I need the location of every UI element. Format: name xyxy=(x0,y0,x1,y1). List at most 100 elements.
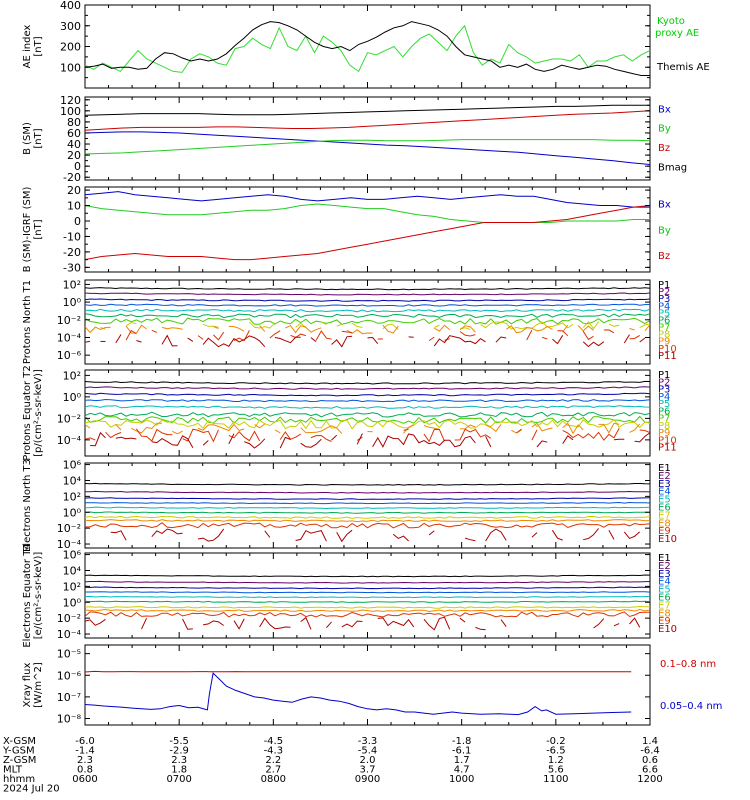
series-line xyxy=(382,324,399,334)
series-line xyxy=(552,335,564,345)
series-line xyxy=(331,434,338,441)
series-line xyxy=(151,435,194,448)
series-line xyxy=(434,324,451,332)
legend-entry: P5 xyxy=(658,399,670,410)
series-line xyxy=(459,424,476,430)
series-line xyxy=(213,326,219,329)
footer-cell: 1100 xyxy=(543,774,568,785)
legend-entry: P7 xyxy=(658,414,670,425)
y-tick-label: 80 xyxy=(67,116,81,129)
series-line xyxy=(125,329,137,341)
y-tick-label: 10⁻² xyxy=(57,412,81,425)
series-line xyxy=(161,326,183,330)
series-line xyxy=(151,329,158,333)
series-line xyxy=(213,331,225,341)
y-axis-title: AE index xyxy=(22,25,33,69)
footer-cell: -6.1 xyxy=(452,746,472,757)
panel-frame xyxy=(84,96,651,181)
y-tick-label: 10 xyxy=(67,200,81,213)
footer-cell: -1.4 xyxy=(75,746,95,757)
y-tick-label: 10⁰ xyxy=(63,596,82,609)
series-line xyxy=(279,431,301,440)
series-line xyxy=(310,337,317,342)
series-line xyxy=(300,438,322,448)
series-line xyxy=(562,435,574,444)
panel-frame xyxy=(84,462,651,549)
series-line xyxy=(202,323,219,328)
legend-entry: E6 xyxy=(658,503,671,514)
y-tick-label: 100 xyxy=(60,105,81,118)
series-line xyxy=(274,336,301,344)
legend-entry: P8 xyxy=(658,421,670,432)
footer-cell: 4.7 xyxy=(454,765,470,776)
series-line xyxy=(85,292,650,296)
series-line xyxy=(629,423,641,433)
footer-cell: 1000 xyxy=(449,774,474,785)
series-line xyxy=(485,528,507,542)
y-tick-label: 0 xyxy=(74,160,81,173)
plot-area xyxy=(85,21,650,76)
legend-entry: E1 xyxy=(658,553,671,564)
legend-entry: P11 xyxy=(658,443,677,454)
series-line xyxy=(603,329,615,334)
series-line xyxy=(85,591,650,594)
y-axis-unit: [nT] xyxy=(33,219,44,239)
legend-entry: Bx xyxy=(658,104,671,115)
series-line xyxy=(85,398,650,403)
series-line xyxy=(85,340,91,343)
legend-entry: P9 xyxy=(658,337,670,348)
series-line xyxy=(85,482,650,486)
series-line xyxy=(264,530,271,538)
footer-cell: 0.6 xyxy=(642,755,658,766)
series-line xyxy=(403,428,409,431)
series-line xyxy=(341,330,353,333)
legend-entry: P6 xyxy=(658,406,670,417)
series-line xyxy=(428,336,435,342)
y-tick-label: 10⁰ xyxy=(63,296,82,309)
series-line xyxy=(639,323,650,329)
series-line xyxy=(367,336,379,345)
series-line xyxy=(85,501,650,505)
series-line xyxy=(85,586,650,590)
series-line xyxy=(233,618,245,630)
series-line xyxy=(500,619,507,627)
y-tick-label: 10⁻⁶ xyxy=(57,669,82,682)
legend-entry: P2 xyxy=(658,287,670,298)
series-line xyxy=(321,321,327,326)
plot-area xyxy=(85,104,650,165)
y-tick-label: 10⁶ xyxy=(63,459,82,472)
y-tick-label: 10⁻² xyxy=(57,314,81,327)
legend-entry: Bmag xyxy=(658,162,687,173)
series-line xyxy=(85,303,650,307)
series-line xyxy=(85,515,650,519)
series-line xyxy=(423,428,445,443)
series-line xyxy=(172,430,183,435)
series-line xyxy=(300,425,343,434)
legend-entry: P1 xyxy=(658,280,670,291)
series-line xyxy=(639,337,646,343)
footer-cell: -5.5 xyxy=(169,736,189,747)
footer-cell: 1200 xyxy=(637,774,662,785)
series-line xyxy=(85,104,650,116)
footer-cell: 1.7 xyxy=(454,755,470,766)
legend-entry: P6 xyxy=(658,316,670,327)
y-tick-label: 10² xyxy=(63,369,81,382)
y-tick-label: 20 xyxy=(67,184,81,197)
y-tick-label: 10² xyxy=(63,580,81,593)
y-axis-title: Protons North T1 xyxy=(22,280,33,364)
y-tick-label: 10⁻⁴ xyxy=(57,331,82,344)
series-line xyxy=(85,21,650,76)
legend-entry: E9 xyxy=(658,526,671,537)
series-line xyxy=(562,324,569,333)
y-tick-label: 10⁻⁴ xyxy=(57,538,82,551)
footer-cell: 1.2 xyxy=(548,755,564,766)
legend-entry: P10 xyxy=(658,436,677,447)
y-tick-label: 400 xyxy=(60,0,81,12)
footer-cell: 2.0 xyxy=(360,755,376,766)
series-line xyxy=(85,672,632,716)
series-line xyxy=(475,626,486,631)
series-line xyxy=(582,341,605,348)
series-line xyxy=(285,324,322,334)
series-line xyxy=(85,522,650,529)
y-axis-label: Xray flux [W/m^2] xyxy=(22,662,44,708)
